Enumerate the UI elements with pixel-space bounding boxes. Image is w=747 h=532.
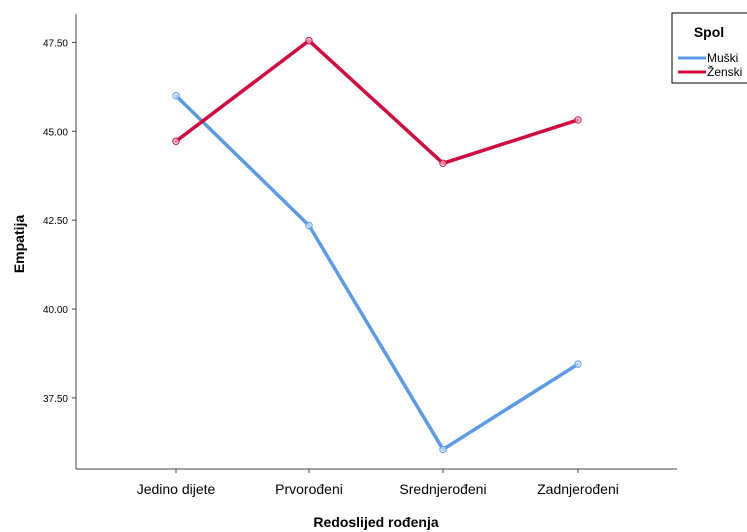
y-tick-label: 47.50 (43, 38, 68, 49)
series-point-1 (439, 159, 447, 167)
series-line-1 (174, 38, 580, 166)
series-line-0 (174, 94, 580, 452)
y-tick-label: 42.50 (43, 216, 68, 227)
series-point-0 (305, 221, 313, 230)
legend-title: Spol (694, 24, 724, 40)
series-point-1 (305, 36, 313, 45)
x-tick-group: Jedino dijete Prvorođeni Srednjerođeni Zadn… (137, 469, 619, 497)
x-tick-label: Zadnjerođeni (537, 481, 619, 497)
series-point-1 (574, 116, 582, 124)
series-group (172, 36, 582, 454)
x-tick-label: Prvorođeni (275, 481, 343, 497)
x-tick-label: Jedino dijete (137, 481, 216, 497)
x-axis-title: Redoslijed rođenja (313, 514, 438, 530)
y-tick-label: 37.50 (43, 394, 68, 405)
series-point-0 (439, 445, 447, 454)
series-point-0 (574, 360, 582, 368)
series-point-1 (172, 137, 180, 145)
x-tick-label: Srednjerođeni (399, 481, 486, 497)
series-point-0 (172, 92, 180, 100)
y-axis-title: Empatija (11, 215, 27, 274)
y-tick-group: 37.50 40.00 42.50 45.00 47.50 (43, 38, 76, 405)
y-tick-label: 40.00 (43, 305, 68, 316)
legend-label-zenski: Ženski (707, 64, 742, 79)
y-tick-label: 45.00 (43, 127, 68, 138)
legend: Spol Muški Ženski (671, 12, 747, 84)
legend-label-muski: Muški (707, 51, 738, 65)
